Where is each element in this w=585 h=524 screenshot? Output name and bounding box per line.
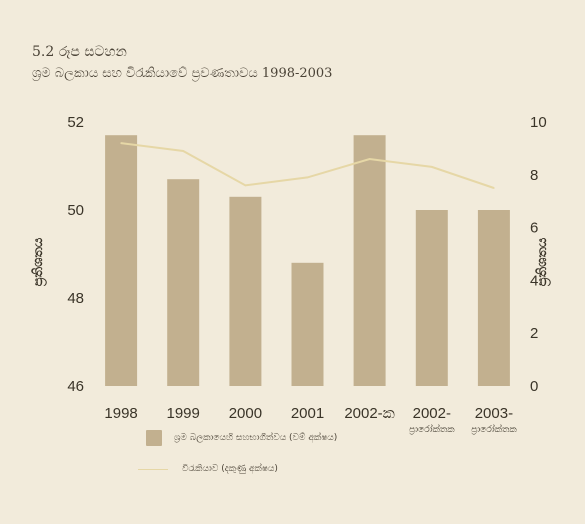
left-axis-ticks: 46 48 50 52 [67,114,84,395]
bar-2 [229,196,262,386]
right-tick-label: 6 [530,220,538,237]
x-tick-label-4: 2002-ක [344,405,395,422]
figure-number: 5.2 රූප සටහන [32,44,127,60]
right-axis-ticks: 0 2 4 6 8 10 [530,114,547,395]
right-tick-label: 2 [530,325,538,342]
right-tick-label: 10 [530,114,547,131]
x-tick-label-5: 2002-ප්‍රාරෝක්තක [409,405,455,435]
unemployment-point-2 [244,184,247,187]
unemployment-point-3 [306,176,309,179]
bar-0 [105,135,138,386]
bar-1 [167,179,200,386]
right-tick-label: 8 [530,167,538,184]
legend-label-unemployment: විරැකියාව (දකුණු අක්ෂය) [182,464,278,474]
right-axis-label: ප්‍රතිශතය [534,237,551,286]
unemployment-point-0 [120,142,122,144]
line-group [120,142,495,189]
bar-5 [415,210,448,386]
left-tick-label: 46 [67,378,84,395]
x-tick-label-3: 2001 [291,405,324,422]
legend-swatch-bar [146,430,162,446]
legend-item-participation: ශ්‍රම බලකායෙහි සහභාගීත්වය (වම් අක්ෂය) [146,430,337,446]
right-tick-label: 0 [530,378,538,395]
legend-item-unemployment: විරැකියාව (දකුණු අක්ෂය) [138,464,278,474]
unemployment-point-6 [493,187,495,189]
left-tick-label: 48 [67,290,84,307]
left-tick-label: 52 [67,114,84,131]
bar-6 [477,210,510,386]
left-axis-label: ප්‍රතිශතය [30,237,47,286]
legend-label-participation: ශ්‍රම බලකායෙහි සහභාගීත්වය (වම් අක්ෂය) [174,433,338,443]
left-tick-label: 50 [67,202,84,219]
unemployment-point-1 [182,150,184,152]
unemployment-point-5 [431,166,433,168]
right-tick-label: 4 [530,272,538,289]
legend-swatch-line [138,468,168,470]
x-tick-label-6: 2003-ප්‍රාරෝක්තක [471,405,517,435]
x-axis-ticks: 1998 1999 2000 2001 2002-ක 2002-ප්‍රාරෝක්තක 20… [104,405,517,435]
bar-4 [353,135,386,386]
figure-title: ශ්‍රම බලකාය සහ විරැකියාවේ ප්‍රවණතාවය 199… [32,66,333,81]
x-tick-label-1: 1999 [167,405,200,422]
x-tick-label-0: 1998 [104,405,137,422]
x-tick-label-2: 2000 [229,405,262,422]
bar-3 [291,262,324,386]
unemployment-point-4 [368,158,371,160]
bars-group [105,135,510,386]
